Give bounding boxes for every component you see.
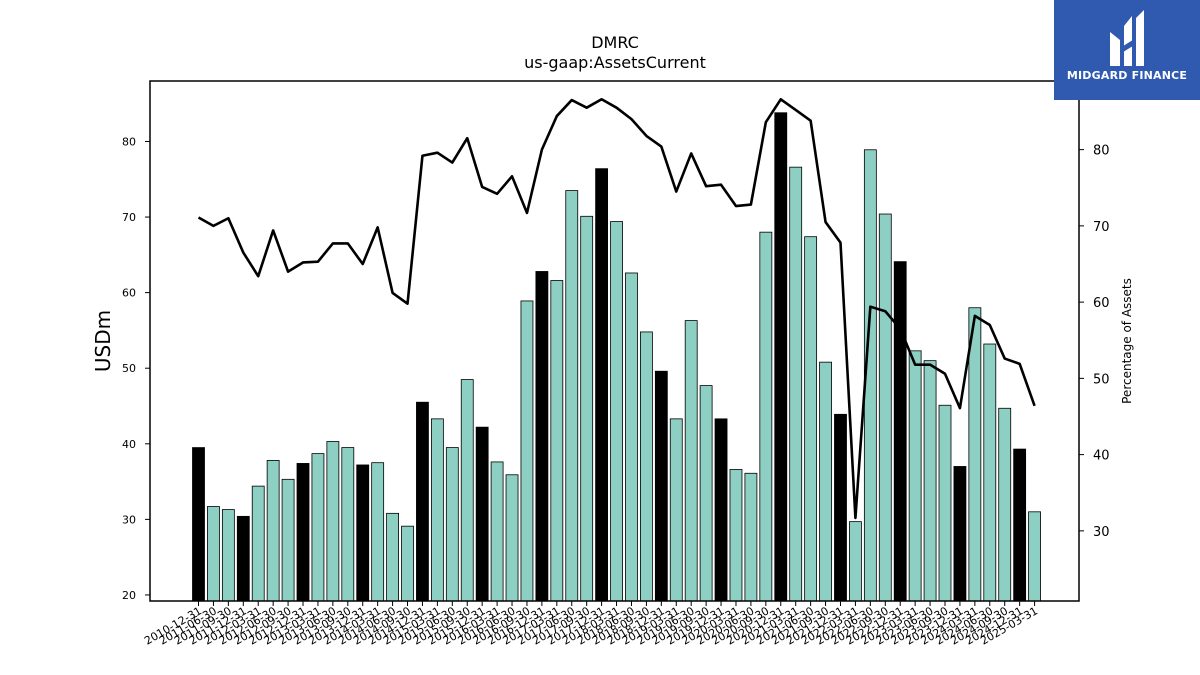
- y2-tick-label: 80: [1093, 144, 1110, 159]
- bar: [595, 168, 609, 602]
- bar: [565, 190, 579, 602]
- bar: [221, 509, 235, 602]
- y2-axis-label: Percentage of Assets: [1120, 278, 1134, 404]
- bar: [923, 360, 937, 602]
- bar: [729, 469, 743, 602]
- chart-title: DMRC: [591, 33, 639, 52]
- brand-logo: MIDGARD FINANCE: [1054, 0, 1200, 100]
- bar: [744, 472, 758, 602]
- y-tick-label: 40: [122, 438, 136, 451]
- y-tick-label: 50: [122, 362, 136, 375]
- bar: [908, 350, 922, 602]
- bar: [505, 474, 519, 602]
- bar: [341, 447, 355, 602]
- bar: [266, 460, 280, 602]
- bar: [311, 453, 325, 602]
- y-tick-label: 30: [122, 513, 136, 526]
- bar: [759, 231, 773, 602]
- y-tick-label: 60: [122, 287, 136, 300]
- bar: [684, 320, 698, 602]
- bar: [281, 478, 295, 602]
- bar: [699, 385, 713, 602]
- bar: [192, 447, 205, 602]
- y2-tick-label: 30: [1093, 525, 1110, 540]
- bar: [669, 418, 683, 602]
- bar: [625, 272, 638, 602]
- bar: [550, 280, 564, 602]
- bar: [356, 464, 370, 602]
- bar: [416, 401, 429, 602]
- bar: [654, 370, 668, 602]
- bar: [789, 166, 803, 602]
- bar: [610, 221, 623, 602]
- bar: [371, 462, 385, 602]
- bar: [251, 485, 265, 602]
- bar: [401, 525, 414, 602]
- brand-name: MIDGARD FINANCE: [1066, 69, 1188, 82]
- bar: [938, 404, 952, 602]
- plot-frame: [149, 80, 1080, 602]
- series-line: [197, 98, 1036, 520]
- bar: [804, 236, 818, 602]
- bar: [983, 343, 997, 602]
- y2-tick-label: 70: [1093, 220, 1110, 235]
- bar: [714, 418, 728, 602]
- bar: [640, 331, 653, 602]
- bar: [1013, 448, 1027, 602]
- y2-tick-label: 60: [1093, 296, 1110, 311]
- bar: [296, 463, 310, 602]
- midgard-logo-icon: [1110, 10, 1144, 66]
- bar: [819, 361, 832, 602]
- bar: [520, 300, 534, 602]
- bar: [236, 515, 250, 602]
- y2-tick-label: 40: [1093, 449, 1110, 464]
- plot-area: 203040506070803040506070802010-12-312011…: [122, 98, 1110, 648]
- bar: [893, 261, 907, 602]
- bar: [953, 466, 967, 602]
- y-tick-label: 20: [122, 589, 136, 602]
- bar: [580, 215, 594, 602]
- bar: [774, 112, 788, 602]
- bar: [1028, 511, 1041, 602]
- y-tick-label: 70: [122, 211, 136, 224]
- y-axis-label: USDm: [91, 310, 115, 372]
- y-tick-label: 80: [122, 135, 136, 148]
- bar: [535, 271, 549, 602]
- y2-tick-label: 50: [1093, 372, 1110, 387]
- bar: [207, 506, 220, 602]
- bar: [849, 521, 862, 602]
- bar: [878, 213, 892, 602]
- bar: [475, 426, 489, 602]
- bar: [430, 418, 444, 602]
- chart-subtitle: us-gaap:AssetsCurrent: [524, 53, 706, 72]
- bar: [460, 379, 474, 602]
- bar: [326, 441, 340, 602]
- bar: [490, 461, 504, 602]
- bar: [445, 447, 459, 602]
- bar: [968, 307, 982, 602]
- bar: [834, 413, 847, 602]
- bar: [998, 407, 1012, 602]
- bar: [386, 512, 399, 602]
